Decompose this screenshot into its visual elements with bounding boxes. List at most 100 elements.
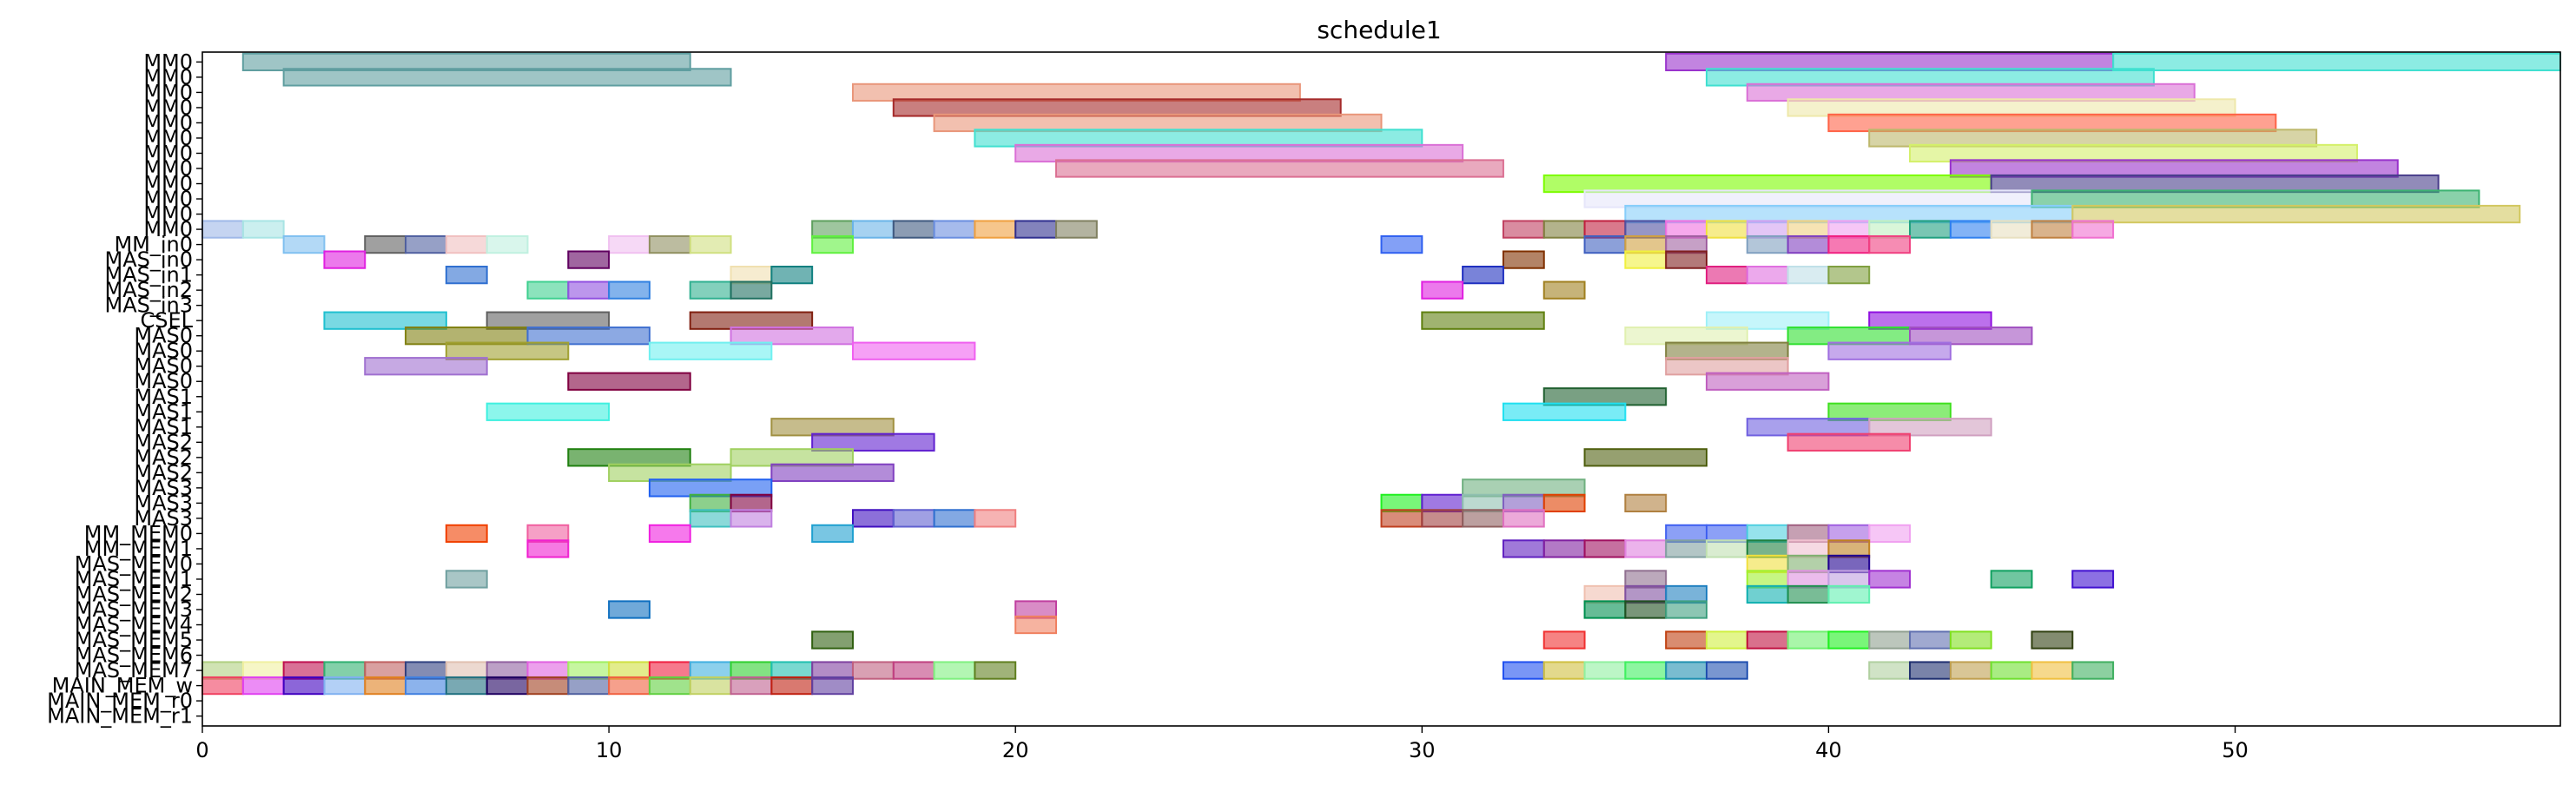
task-bar <box>974 509 1017 528</box>
task-bar <box>1746 570 1789 589</box>
task-bar <box>485 311 611 330</box>
task-bar <box>1827 234 1871 254</box>
y-tick-label: MAS0 <box>134 324 193 348</box>
task-bar <box>608 463 732 482</box>
task-bar <box>689 280 732 300</box>
task-bar <box>689 493 732 513</box>
task-bar <box>2031 661 2074 680</box>
task-bar <box>1746 220 1789 239</box>
task-bar <box>1868 220 1912 239</box>
task-bar <box>1665 357 1789 376</box>
y-tick-label: MAS_MEM3 <box>75 597 193 622</box>
y-tick-label: MAS_MEM0 <box>75 551 193 576</box>
task-bar <box>1746 265 1789 285</box>
task-bar <box>1746 418 1871 437</box>
task-bar <box>1665 661 1707 680</box>
task-bar <box>445 234 488 254</box>
y-tick-label: MAS1 <box>134 385 193 409</box>
y-tick-label: MAS_MEM7 <box>75 658 193 683</box>
task-bar <box>241 661 285 680</box>
plot-frame <box>201 51 2561 727</box>
task-bar <box>811 234 854 254</box>
y-tick-label: MAS_MEM2 <box>75 582 193 606</box>
y-tick-label: MM0 <box>143 187 193 211</box>
task-bar <box>405 661 447 680</box>
task-bar <box>201 676 244 696</box>
task-bar <box>1665 250 1707 269</box>
task-bar <box>648 234 691 254</box>
task-bar <box>405 234 447 254</box>
task-bar <box>1868 129 2318 148</box>
task-bar <box>526 327 651 346</box>
task-bar <box>567 372 691 391</box>
task-bar <box>1787 570 1830 589</box>
task-bar <box>241 676 285 696</box>
task-bar <box>1827 265 1871 285</box>
task-bar <box>1787 584 1830 604</box>
task-bar <box>811 220 854 239</box>
task-bar <box>1380 493 1423 513</box>
task-bar <box>730 327 854 346</box>
task-bar <box>1665 584 1707 604</box>
task-bar <box>485 234 529 254</box>
task-bar <box>282 661 326 680</box>
task-bar <box>1014 143 1464 163</box>
y-tick-label: MAS_in2 <box>104 278 193 302</box>
task-bar <box>1421 493 1464 513</box>
task-bar <box>1014 615 1058 635</box>
task-bar <box>526 280 570 300</box>
task-bar <box>567 448 691 467</box>
task-bar <box>1949 630 1992 650</box>
task-bar <box>730 493 773 513</box>
task-bar <box>1746 234 1789 254</box>
task-bar <box>1990 174 2440 194</box>
y-tick-label: MAS_in1 <box>104 263 193 287</box>
task-bar <box>1868 418 1992 437</box>
task-bar <box>1624 539 1668 558</box>
y-tick-label: MAS0 <box>134 339 193 363</box>
task-bar <box>1909 220 1952 239</box>
task-bars <box>201 52 2561 696</box>
task-bar <box>1583 539 1627 558</box>
task-bar <box>1827 524 1871 544</box>
task-bar <box>526 676 570 696</box>
task-bar <box>1665 600 1707 619</box>
task-bar <box>1705 661 1748 680</box>
task-bar <box>851 220 895 239</box>
task-bar <box>1421 509 1464 528</box>
task-bar <box>1502 661 1545 680</box>
task-bar <box>1462 509 1504 528</box>
task-bar <box>201 220 244 239</box>
task-bar <box>485 402 611 421</box>
y-tick-label: MM0 <box>143 156 193 181</box>
task-bar <box>1014 220 1058 239</box>
task-bar <box>2112 52 2561 72</box>
task-bar <box>730 661 773 680</box>
task-bar <box>689 509 732 528</box>
task-bar <box>1705 68 2155 87</box>
task-bar <box>1787 98 2236 117</box>
task-bar <box>282 676 326 696</box>
task-bar <box>405 327 529 346</box>
task-bar <box>1827 630 1871 650</box>
task-bar <box>1542 174 1992 194</box>
task-bar <box>1502 250 1545 269</box>
y-tick-label: MAS0 <box>134 354 193 379</box>
task-bar <box>201 661 244 680</box>
task-bar <box>1787 220 1830 239</box>
task-bar <box>323 661 367 680</box>
task-bar <box>608 280 651 300</box>
y-tick-label: MAS2 <box>134 445 193 470</box>
y-tick-label: MM0 <box>143 172 193 196</box>
x-tick-label: 30 <box>1409 738 1436 762</box>
y-tick-label: MAS_MEM4 <box>75 613 193 637</box>
task-bar <box>241 220 285 239</box>
task-bar <box>1990 220 2033 239</box>
y-tick-label: MM0 <box>143 126 193 150</box>
task-bar <box>1787 630 1830 650</box>
y-tick-label: MM_in0 <box>114 233 193 257</box>
task-bar <box>282 234 326 254</box>
task-bar <box>1827 220 1871 239</box>
chart-title: schedule1 <box>1317 16 1441 44</box>
